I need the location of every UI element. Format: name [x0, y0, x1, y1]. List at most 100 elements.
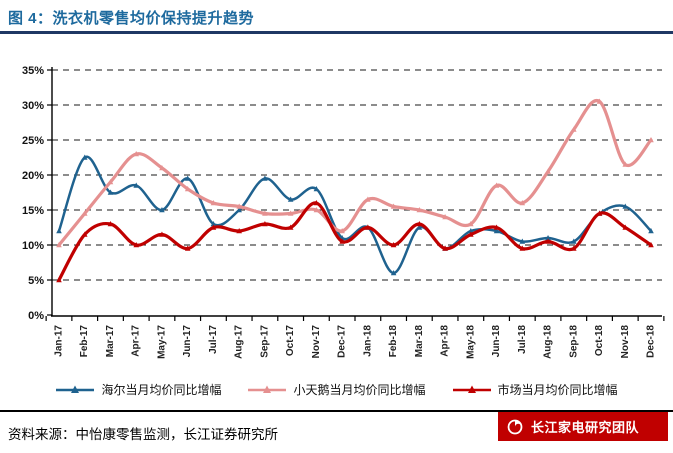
- x-axis-label: Jan-17: [54, 325, 65, 357]
- title-underline: [0, 31, 673, 34]
- data-point-marker: [648, 137, 654, 143]
- data-point-marker: [493, 224, 500, 230]
- x-axis-label: Nov-18: [620, 325, 631, 359]
- price-trend-chart: 0% 5% 10% 15% 20% 25% 30% 35% Jan-17 Feb-17 Mar-17…: [22, 65, 665, 359]
- data-point-marker: [493, 182, 500, 188]
- data-point-marker: [159, 165, 165, 171]
- legend-item-market: 市场当月均价同比增幅: [452, 381, 618, 398]
- data-point-marker: [107, 179, 114, 185]
- x-axis-label: Dec-17: [337, 325, 348, 358]
- data-point-marker: [545, 235, 551, 241]
- data-point-marker: [390, 270, 397, 276]
- data-point-marker: [390, 203, 397, 209]
- data-point-marker: [81, 231, 88, 237]
- data-point-marker: [596, 210, 603, 216]
- y-axis-label: 5%: [28, 275, 44, 287]
- x-axis-label: Feb-18: [388, 325, 399, 358]
- x-axis-label: Apr-18: [440, 325, 451, 357]
- data-point-marker: [133, 182, 140, 188]
- legend-label: 海尔当月均价同比增幅: [101, 383, 222, 397]
- data-point-marker: [184, 186, 191, 192]
- x-axis-label: Aug-18: [543, 325, 554, 359]
- x-axis-label: May-17: [156, 325, 167, 359]
- data-point-marker: [210, 200, 217, 206]
- badge-label: 长江家电研究团队: [531, 420, 640, 435]
- data-point-marker: [519, 200, 526, 206]
- figure-title: 图 4：洗衣机零售均价保持提升趋势: [8, 10, 255, 27]
- data-point-marker: [622, 224, 629, 230]
- data-point-marker: [493, 228, 500, 234]
- data-point-marker: [56, 242, 62, 248]
- data-point-marker: [545, 238, 551, 244]
- data-point-marker: [365, 224, 371, 230]
- legend-item-littleswan: 小天鹅当月均价同比增幅: [247, 381, 426, 398]
- data-point-marker: [468, 231, 474, 237]
- data-point-marker: [313, 207, 320, 213]
- data-point-marker: [210, 224, 217, 230]
- data-point-marker: [287, 196, 294, 202]
- data-point-marker: [622, 203, 629, 209]
- data-point-marker: [184, 245, 191, 251]
- data-point-marker: [339, 238, 345, 244]
- data-point-marker: [313, 200, 320, 206]
- x-axis-label: May-18: [465, 325, 476, 359]
- data-point-marker: [81, 154, 88, 160]
- data-point-marker: [390, 242, 397, 248]
- data-point-marker: [56, 228, 62, 234]
- data-point-marker: [416, 207, 423, 213]
- x-axis-label: Jun-18: [491, 325, 502, 358]
- data-point-marker: [262, 210, 268, 216]
- data-point-marker: [210, 221, 217, 227]
- data-point-marker: [159, 231, 165, 237]
- data-point-marker: [287, 224, 294, 230]
- x-axis-label: Aug-17: [234, 325, 245, 359]
- x-axis-label: Jul-18: [517, 325, 528, 354]
- y-axis-label: 0%: [28, 310, 44, 322]
- data-point-marker: [81, 210, 88, 216]
- data-point-marker: [442, 245, 448, 251]
- data-point-marker: [107, 189, 114, 195]
- data-point-marker: [622, 161, 629, 167]
- data-point-marker: [416, 224, 423, 230]
- data-point-marker: [159, 207, 165, 213]
- changjiang-logo-icon: [507, 419, 523, 434]
- data-source-note: 资料来源：中怡康零售监测，长江证券研究所: [8, 427, 278, 442]
- data-point-marker: [236, 228, 242, 234]
- series-line-market: [57, 201, 653, 282]
- x-axis-label: Jan-18: [362, 325, 373, 357]
- data-point-marker: [416, 221, 423, 227]
- data-point-marker: [570, 238, 577, 244]
- legend-label: 市场当月均价同比增幅: [497, 383, 618, 397]
- x-axis-label: Mar-17: [105, 325, 116, 358]
- legend-line-icon: [56, 385, 95, 393]
- series-line-littleswan: [57, 98, 653, 247]
- legend-item-haier: 海尔当月均价同比增幅: [55, 381, 221, 398]
- x-axis-label: Apr-17: [131, 325, 142, 357]
- x-axis-label: Mar-18: [414, 325, 425, 358]
- x-axis-label: Dec-18: [646, 325, 657, 358]
- legend-line-icon: [452, 385, 491, 393]
- x-axis-label: Oct-17: [285, 325, 296, 357]
- x-axis-label: Feb-17: [79, 325, 90, 358]
- data-point-marker: [365, 196, 371, 202]
- footer-divider: [0, 410, 673, 412]
- data-point-marker: [545, 168, 551, 174]
- data-point-marker: [442, 214, 448, 220]
- research-team-badge: 长江家电研究团队: [498, 412, 668, 441]
- data-point-marker: [262, 175, 268, 181]
- data-point-marker: [519, 238, 526, 244]
- x-axis-label: Jun-17: [182, 325, 193, 358]
- data-point-marker: [468, 228, 474, 234]
- x-axis-label: Jul-17: [208, 325, 219, 354]
- data-point-marker: [184, 175, 191, 181]
- chart-area: 0% 5% 10% 15% 20% 25% 30% 35% Jan-17 Feb-17 Mar-17…: [0, 40, 673, 380]
- data-point-marker: [287, 210, 294, 216]
- x-axis-label: Oct-18: [594, 325, 605, 357]
- y-axis-label: 30%: [22, 100, 44, 112]
- data-point-marker: [56, 277, 62, 283]
- data-point-marker: [313, 186, 320, 192]
- data-point-marker: [648, 242, 654, 248]
- data-point-marker: [519, 245, 526, 251]
- data-point-marker: [648, 228, 654, 234]
- data-point-marker: [570, 245, 577, 251]
